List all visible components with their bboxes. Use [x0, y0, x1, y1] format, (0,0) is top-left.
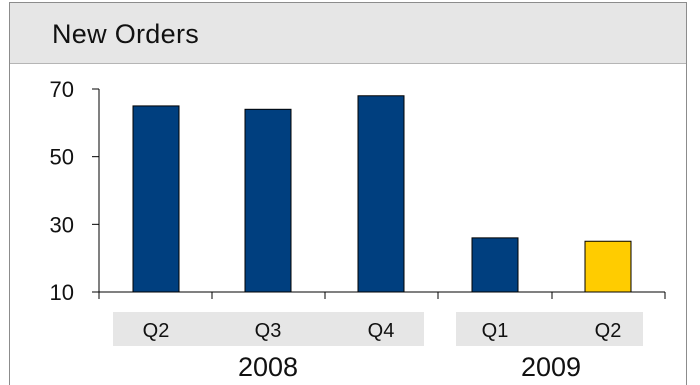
category-label-1: Q3: [255, 320, 282, 342]
category-label-3: Q1: [482, 320, 509, 342]
category-band-2009: [456, 312, 643, 346]
bar-3-Q1: [471, 237, 519, 293]
y-tick-label-70: 70: [50, 77, 74, 102]
bar-0-Q2: [132, 105, 180, 293]
group-label-2008: 2008: [238, 352, 298, 382]
y-tick-label-30: 30: [50, 212, 74, 237]
title-bar: New Orders: [10, 3, 686, 64]
chart-title: New Orders: [52, 19, 200, 49]
category-label-0: Q2: [143, 320, 170, 342]
category-band-2008: [113, 312, 424, 346]
category-label-2: Q4: [368, 320, 395, 342]
category-label-4: Q2: [595, 320, 622, 342]
bar-2-Q4: [357, 95, 405, 293]
y-tick-label-50: 50: [50, 145, 74, 170]
group-label-2009: 2009: [521, 352, 581, 382]
bar-4-Q2: [584, 240, 632, 293]
y-tick-label-10: 10: [50, 280, 74, 305]
bar-1-Q3: [244, 108, 292, 293]
